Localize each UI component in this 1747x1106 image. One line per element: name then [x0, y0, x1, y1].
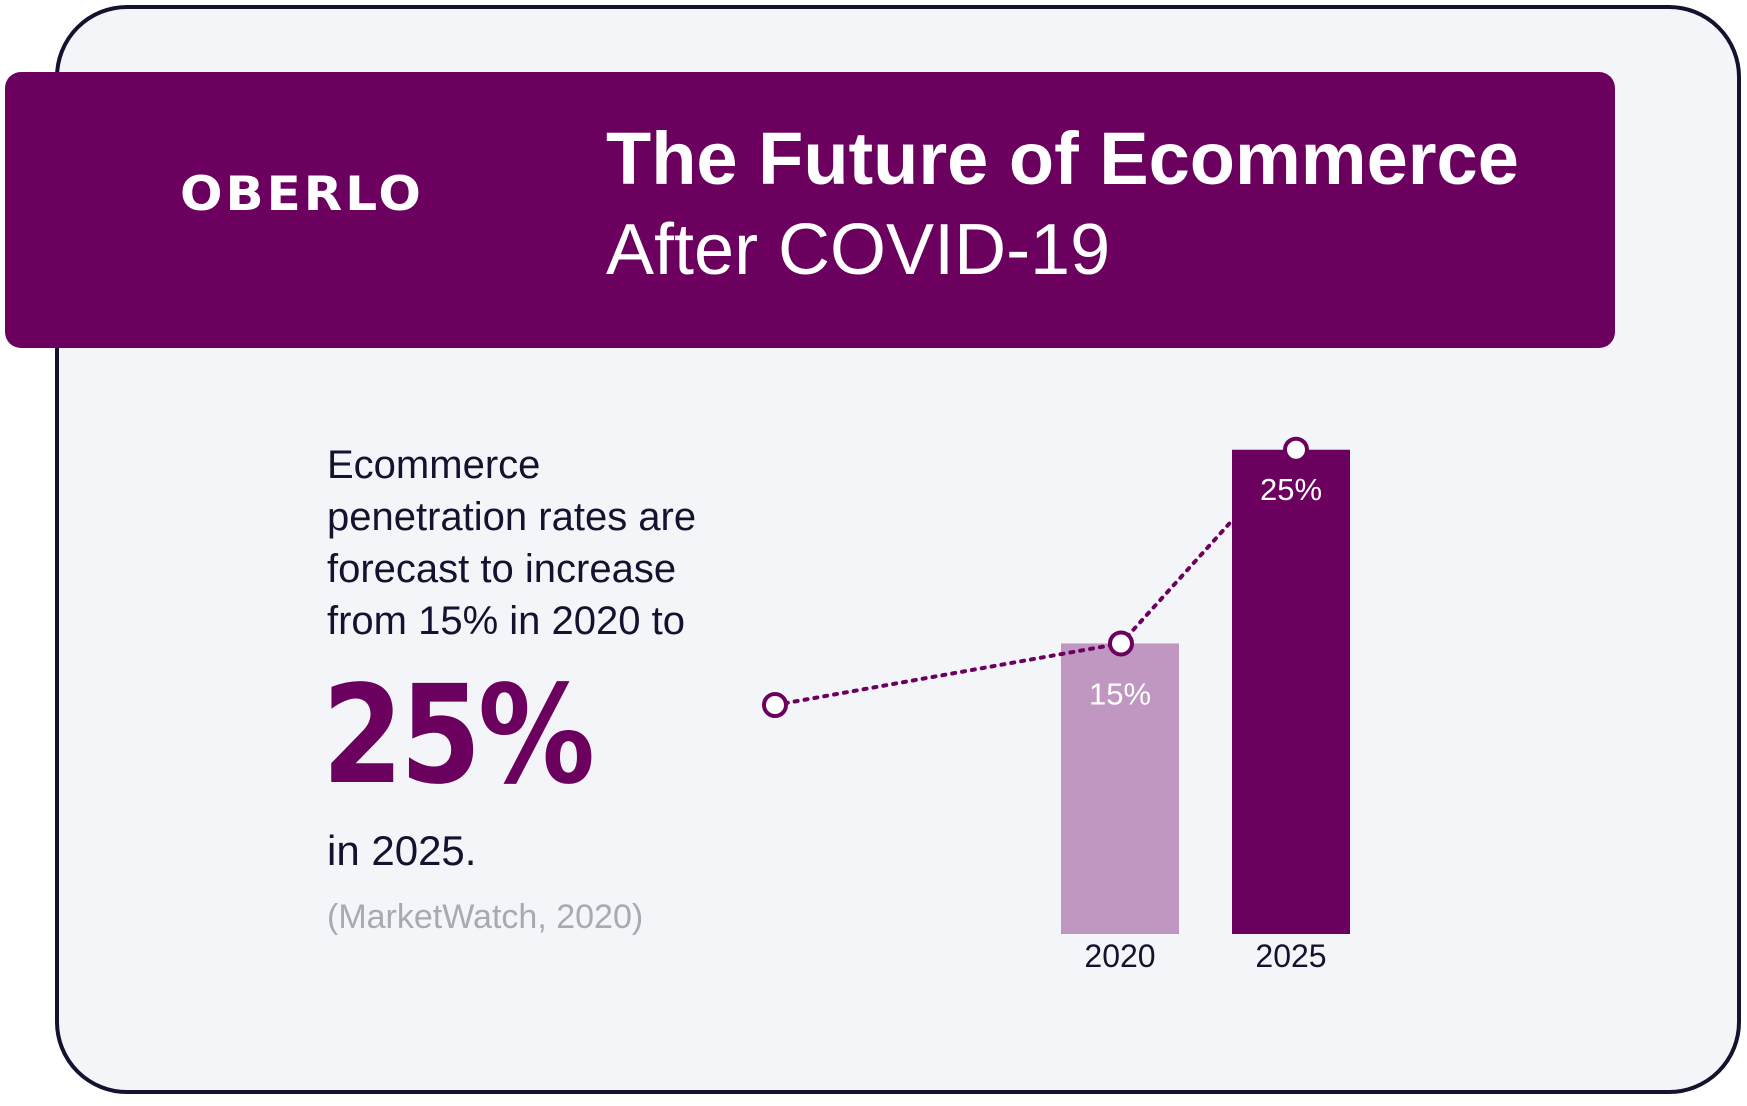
- description-line: forecast to increase: [327, 547, 677, 591]
- page-title: The Future of Ecommerce: [606, 117, 1519, 200]
- x-tick-label-2020: 2020: [1084, 938, 1155, 974]
- source-citation: (MarketWatch, 2020): [327, 898, 644, 936]
- trend-marker: [1283, 436, 1309, 463]
- stat-description: Ecommerce penetration rates are forecast…: [327, 439, 787, 647]
- bar-2025: [1232, 449, 1350, 934]
- trend-marker: [1108, 630, 1134, 657]
- trend-line: [773, 447, 1298, 707]
- trend-marker: [762, 692, 788, 718]
- description-line: from 15% in 2020 to: [327, 599, 685, 643]
- x-tick-label-2025: 2025: [1255, 938, 1326, 974]
- data-label-2020: 15%: [1089, 676, 1151, 711]
- data-label-2025: 25%: [1260, 472, 1322, 507]
- stat-year-text: in 2025.: [327, 827, 477, 874]
- brand-logo: OBERLO: [180, 166, 424, 222]
- description-line: Ecommerce: [327, 443, 541, 487]
- description-line: penetration rates are: [327, 495, 697, 539]
- highlight-stat: 25%: [322, 657, 595, 815]
- bar-2020: [1061, 643, 1179, 934]
- header-banner: [5, 72, 1615, 348]
- page-subtitle: After COVID-19: [606, 210, 1111, 290]
